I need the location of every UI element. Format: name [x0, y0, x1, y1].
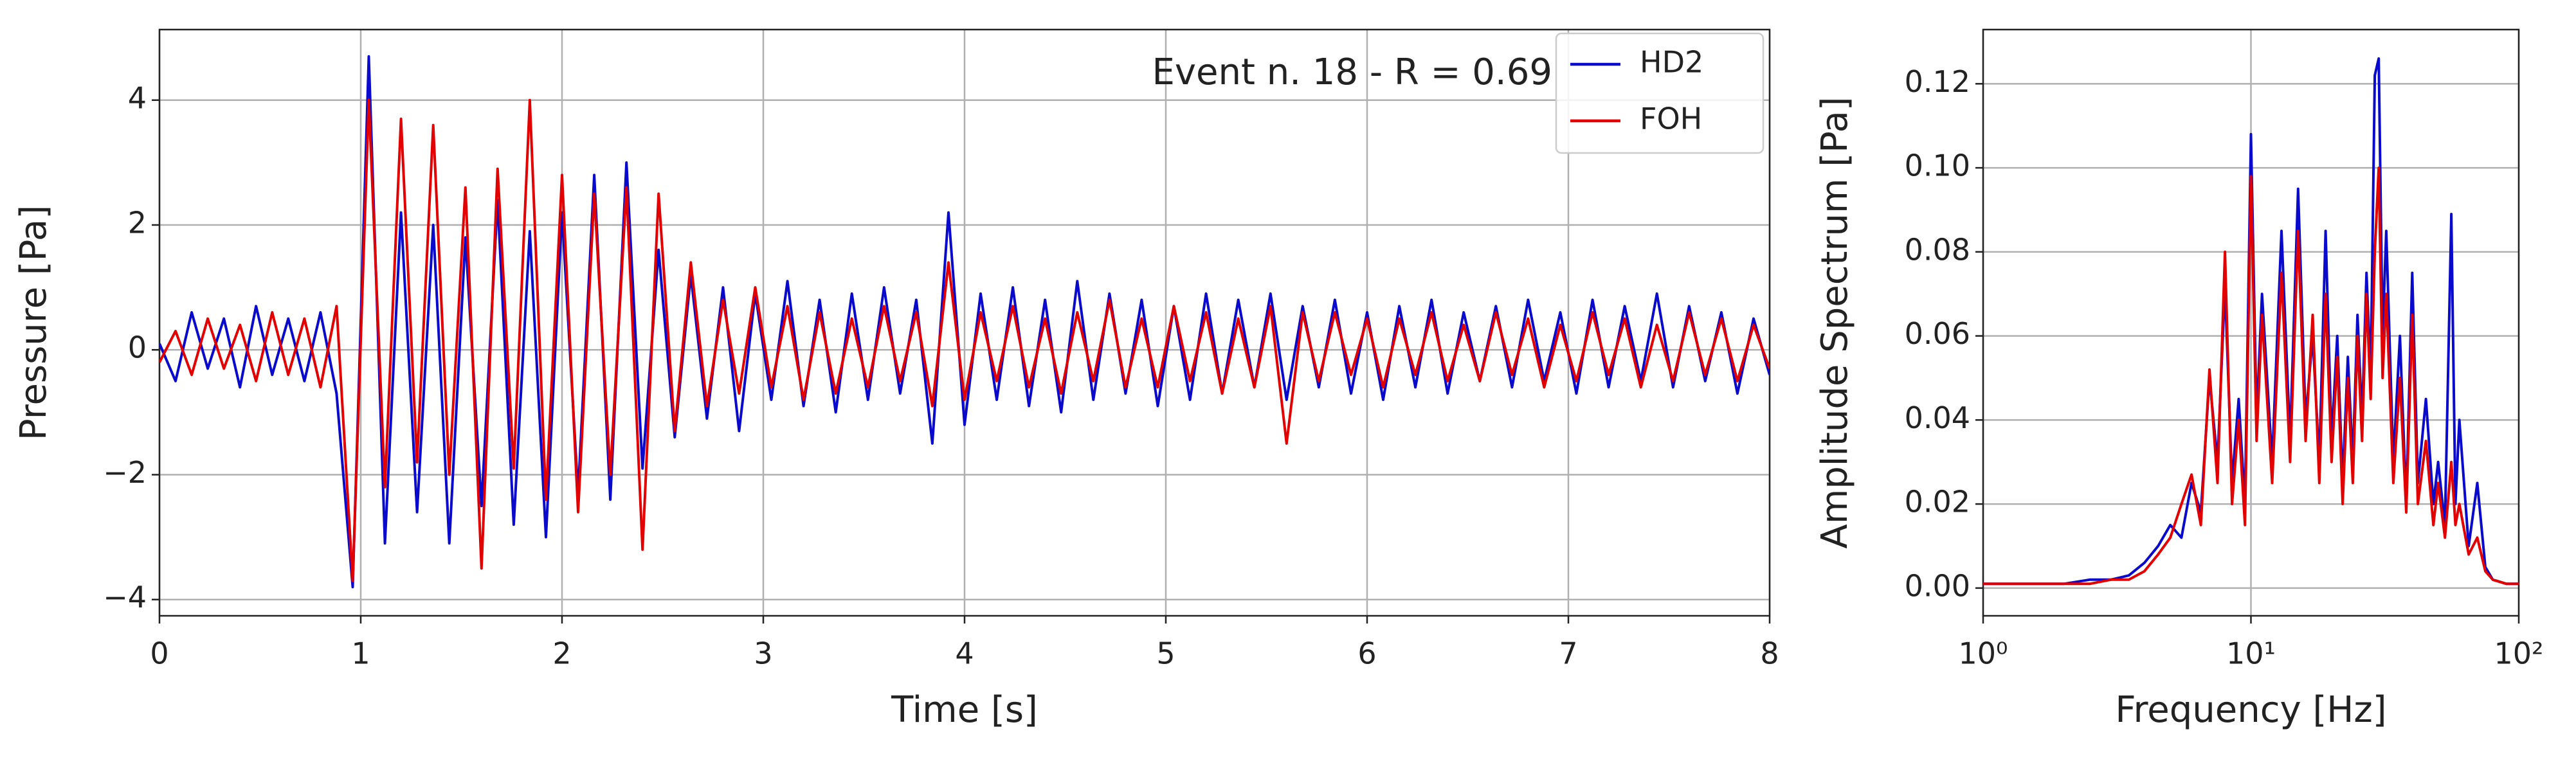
x-tick-label: 7	[1559, 636, 1577, 671]
x-axis-label: Time [s]	[891, 689, 1038, 731]
x-tick-label: 10¹	[2226, 636, 2276, 671]
x-tick-label: 1	[351, 636, 370, 671]
axes: 10⁰ 10¹ 10² 0.00 0.02 0.04 0.06 0.08 0.10 0.12	[1905, 28, 2544, 671]
axes-frame	[158, 28, 1771, 617]
y-tick-label: 0.06	[1905, 316, 1970, 351]
x-tick-label: 10²	[2494, 636, 2544, 671]
x-tick-label: 5	[1156, 636, 1175, 671]
x-tick-label: 4	[955, 636, 974, 671]
y-tick-label: 0.10	[1905, 148, 1970, 183]
y-tick-label: 2	[128, 206, 147, 240]
y-tick-label: 0.12	[1905, 64, 1970, 99]
y-tick-label: 0	[128, 330, 147, 365]
plot-area	[1983, 57, 2519, 586]
legend-label: FOH	[1640, 102, 1702, 136]
axes-frame	[1982, 28, 2520, 617]
y-tick-label: 0.02	[1905, 485, 1970, 519]
y-tick-label: 4	[128, 80, 147, 115]
x-tick-label: 3	[754, 636, 772, 671]
x-tick-label: 8	[1760, 636, 1779, 671]
y-axis-label: Amplitude Spectrum [Pa]	[1814, 96, 1856, 548]
x-tick-label: 10⁰	[1959, 636, 2008, 671]
axes: 0 1 2 3 4 5 6 7 8 −4 −2 0 2 4	[103, 28, 1779, 671]
y-tick-label: −4	[103, 580, 147, 615]
annotation: Event n. 18 - R = 0.69	[1152, 51, 1552, 93]
series-line	[1983, 166, 2519, 586]
x-axis-label: Frequency [Hz]	[2115, 689, 2386, 731]
x-tick-label: 2	[552, 636, 571, 671]
x-tick-label: 0	[150, 636, 168, 671]
plot-area	[159, 55, 1770, 589]
legend-label: HD2	[1640, 45, 1703, 80]
y-tick-label: −2	[103, 455, 147, 490]
x-tick-label: 6	[1357, 636, 1376, 671]
y-axis-label: Pressure [Pa]	[13, 205, 55, 440]
y-tick-label: 0.08	[1905, 232, 1970, 267]
y-tick-label: 0.04	[1905, 400, 1970, 435]
y-tick-label: 0.00	[1905, 568, 1970, 603]
series-line	[159, 98, 1770, 582]
